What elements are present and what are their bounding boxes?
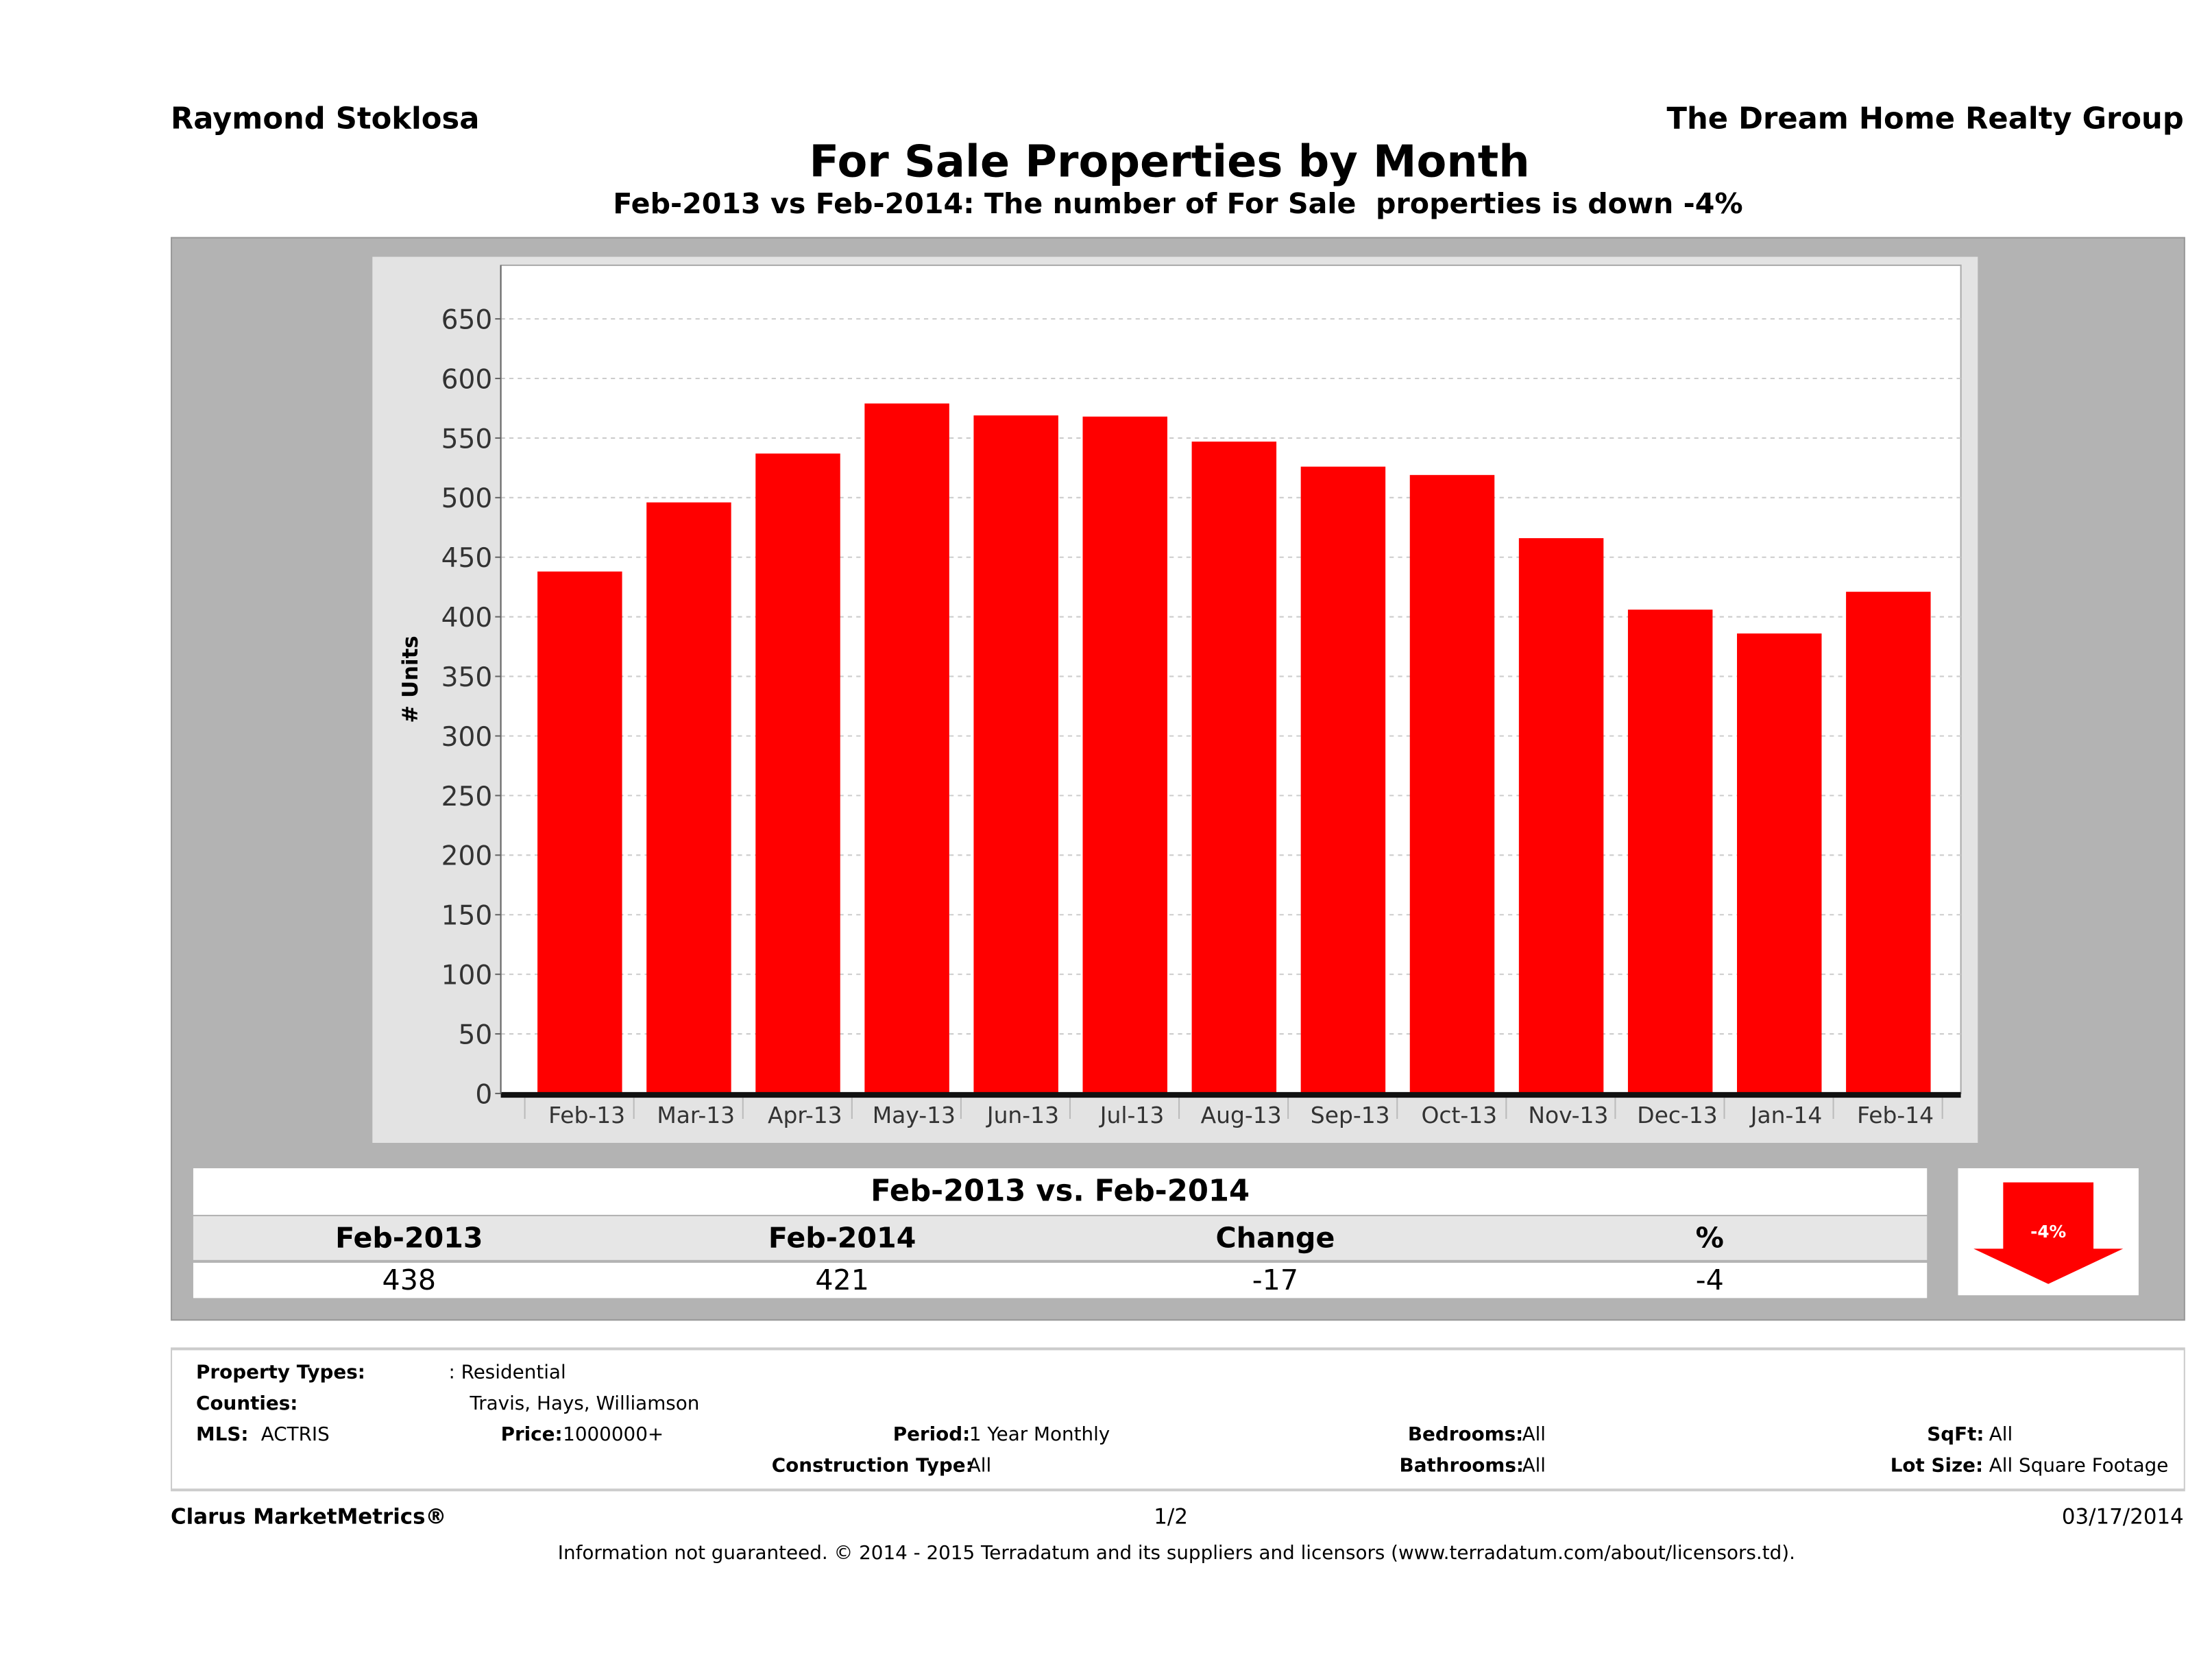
comparison-header: % [1695, 1220, 1724, 1255]
x-tick-label: Jul-13 [1099, 1102, 1164, 1128]
period-label: Period: [892, 1423, 971, 1447]
bar [755, 453, 840, 1094]
bedrooms-value: All [1522, 1423, 1546, 1447]
x-tick-label: Mar-13 [657, 1102, 735, 1128]
counties-value: Travis, Hays, Williamson [470, 1392, 700, 1416]
bar [1300, 466, 1386, 1094]
y-tick-label: 0 [475, 1079, 492, 1110]
change-badge: -4% [1958, 1168, 2139, 1296]
criteria-box: Property Types: : Residential Counties: … [171, 1347, 2185, 1492]
disclaimer: Information not guaranteed. © 2014 - 201… [557, 1542, 1795, 1565]
x-tick-label: Feb-13 [548, 1102, 625, 1128]
lot-size-label: Lot Size: [1890, 1454, 1984, 1477]
bar [1518, 537, 1604, 1094]
comparison-header: Feb-2014 [768, 1220, 916, 1255]
x-tick-label: Oct-13 [1421, 1102, 1497, 1128]
agent-name: Raymond Stoklosa [171, 101, 480, 136]
sqft-label: SqFt: [1927, 1423, 1984, 1447]
period-value: 1 Year Monthly [969, 1423, 1110, 1447]
sqft-value: All [1989, 1423, 2013, 1447]
comparison-header-row: Feb-2013 Feb-2014 Change% [193, 1216, 1928, 1260]
bar [1409, 474, 1495, 1094]
bar [973, 415, 1058, 1094]
bar [646, 502, 731, 1094]
y-tick-label: 150 [441, 901, 493, 932]
change-badge-label: -4% [2030, 1222, 2067, 1242]
bar [537, 571, 622, 1094]
mls-value: ACTRIS [260, 1423, 330, 1447]
comparison-table: Feb-2013 vs. Feb-2014 Feb-2013 Feb-2014 Ch… [193, 1168, 1928, 1298]
y-tick-label: 100 [441, 961, 493, 991]
y-tick-label: 400 [441, 603, 493, 633]
y-tick-label: 500 [441, 483, 493, 514]
y-tick-label: 650 [441, 305, 493, 336]
bar [1737, 633, 1822, 1094]
lot-size-value: All Square Footage [1989, 1454, 2169, 1477]
x-tick-label: Jun-13 [986, 1102, 1059, 1128]
bar [1627, 609, 1713, 1094]
x-tick-label: Aug-13 [1201, 1102, 1282, 1128]
bathrooms-value: All [1522, 1454, 1546, 1477]
y-tick-label: 200 [441, 841, 493, 872]
x-tick-label: Feb-14 [1857, 1102, 1934, 1128]
chart-title: For Sale Properties by Month [809, 136, 1530, 188]
x-tick-label: Nov-13 [1528, 1102, 1608, 1128]
bar [1082, 416, 1167, 1094]
comparison-title: Feb-2013 vs. Feb-2014 [871, 1174, 1250, 1208]
y-tick-label: 50 [458, 1019, 492, 1050]
bar [1191, 442, 1277, 1094]
x-tick-label: May-13 [873, 1102, 956, 1128]
comparison-header: Feb-2013 [335, 1220, 483, 1255]
x-tick-label: Jan-14 [1749, 1102, 1822, 1128]
construction-label: Construction Type: [771, 1454, 973, 1477]
price-value: 1000000+ [563, 1423, 664, 1447]
down-arrow-icon [1973, 1182, 2124, 1284]
price-label: Price: [500, 1423, 563, 1447]
y-tick-label: 250 [441, 782, 493, 812]
y-tick-label: 450 [441, 543, 493, 574]
comparison-value: -17 [1252, 1262, 1299, 1297]
counties-label: Counties: [196, 1392, 298, 1416]
bar-chart: 0 50 100 150 200 250 300 350 400 450 500 550 600 650 #… [398, 264, 1962, 1128]
property-types-label: Property Types: [196, 1361, 365, 1384]
x-tick-label: Apr-13 [768, 1102, 842, 1128]
page-number: 1/2 [1154, 1503, 1188, 1530]
property-types-value: : Residential [448, 1361, 566, 1384]
comparison-value: -4 [1695, 1262, 1724, 1297]
y-tick-label: 600 [441, 364, 493, 395]
bar [864, 403, 949, 1094]
comparison-value-row: 438 421 -17 -4 [193, 1262, 1928, 1298]
brand-label: Clarus MarketMetrics® [171, 1503, 447, 1530]
y-axis-label: # Units [398, 636, 423, 723]
report-date: 03/17/2014 [2061, 1503, 2184, 1530]
y-tick-label: 350 [441, 662, 493, 693]
y-tick-label: 550 [441, 424, 493, 455]
bedrooms-label: Bedrooms: [1407, 1423, 1524, 1447]
comparison-value: 421 [815, 1262, 869, 1297]
company-name: The Dream Home Realty Group [1666, 101, 2184, 136]
x-tick-label: Sep-13 [1311, 1102, 1390, 1128]
comparison-value: 438 [382, 1262, 437, 1297]
x-tick-label: Dec-13 [1637, 1102, 1717, 1128]
bathrooms-label: Bathrooms: [1399, 1454, 1524, 1477]
comparison-header: Change [1215, 1220, 1335, 1255]
mls-label: MLS: [196, 1423, 249, 1447]
construction-value: All [967, 1454, 992, 1477]
bar [1846, 592, 1931, 1094]
chart-subtitle: Feb-2013 vs Feb-2014: The number of For … [613, 186, 1743, 221]
y-tick-label: 300 [441, 722, 493, 753]
